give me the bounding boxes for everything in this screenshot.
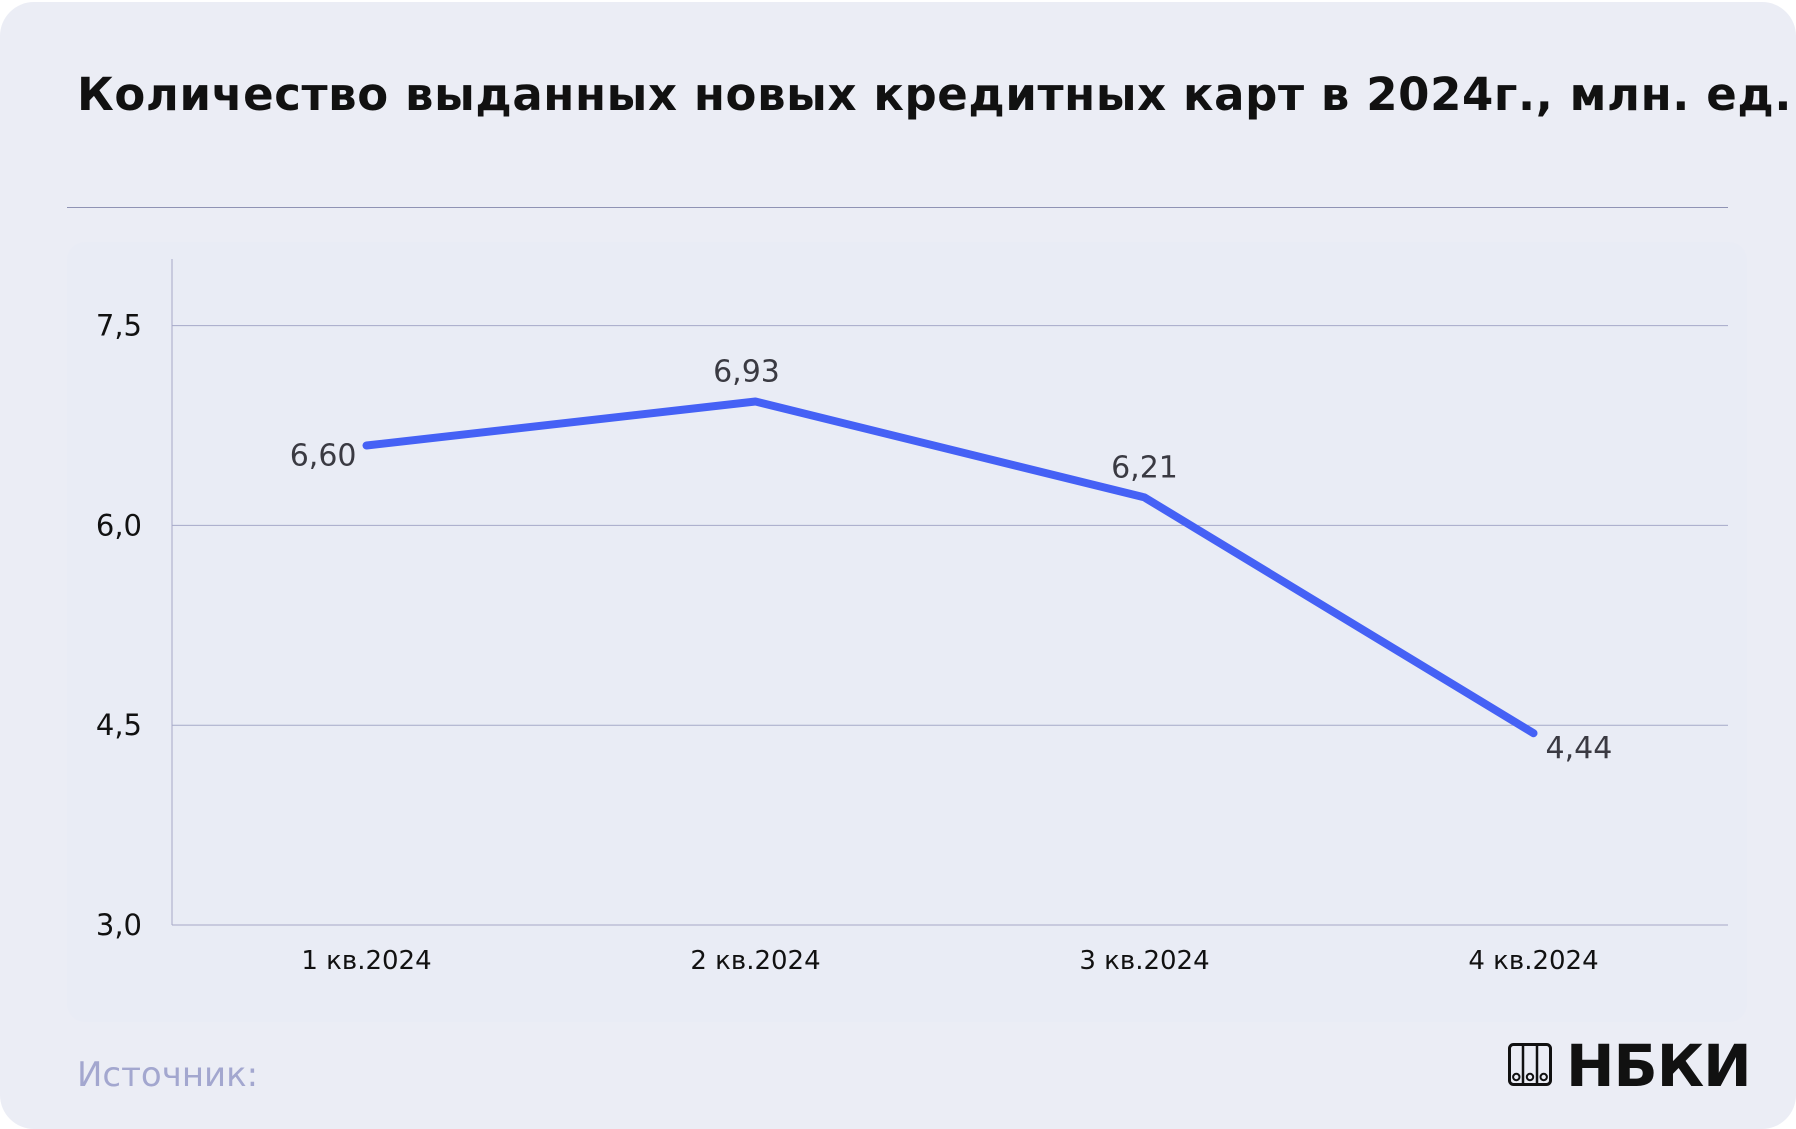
data-label: 6,21 <box>1111 450 1178 485</box>
data-label: 6,93 <box>713 355 780 390</box>
title-divider <box>67 207 1728 208</box>
y-tick-label: 6,0 <box>96 508 142 542</box>
data-label: 4,44 <box>1546 731 1613 766</box>
y-tick-label: 3,0 <box>96 908 142 942</box>
series-lines <box>362 397 1538 738</box>
x-tick-label: 3 кв.2024 <box>1079 946 1209 976</box>
x-tick-label: 1 кв.2024 <box>301 946 431 976</box>
x-tick-label: 4 кв.2024 <box>1468 946 1598 976</box>
x-tick-label: 2 кв.2024 <box>690 946 820 976</box>
chart-title: Количество выданных новых кредитных карт… <box>77 68 1793 121</box>
data-labels: 6,60 6,93 6,21 4,44 <box>290 355 1613 767</box>
plot-background <box>67 242 1747 1022</box>
x-axis-ticks: 1 кв.2024 2 кв.2024 3 кв.2024 4 кв.2024 <box>301 946 1598 976</box>
series-line <box>362 397 1538 738</box>
source-label: Источник: <box>77 1055 259 1095</box>
grid-lines <box>172 325 1728 726</box>
y-axis-ticks: 3,0 4,5 6,0 7,5 <box>96 309 142 942</box>
bureau-building-icon <box>1508 1043 1552 1086</box>
y-tick-label: 7,5 <box>96 309 142 343</box>
y-tick-label: 4,5 <box>96 708 142 742</box>
logo-text: НБКИ <box>1566 1032 1752 1100</box>
data-label: 6,60 <box>290 438 357 473</box>
axes <box>171 259 1728 926</box>
